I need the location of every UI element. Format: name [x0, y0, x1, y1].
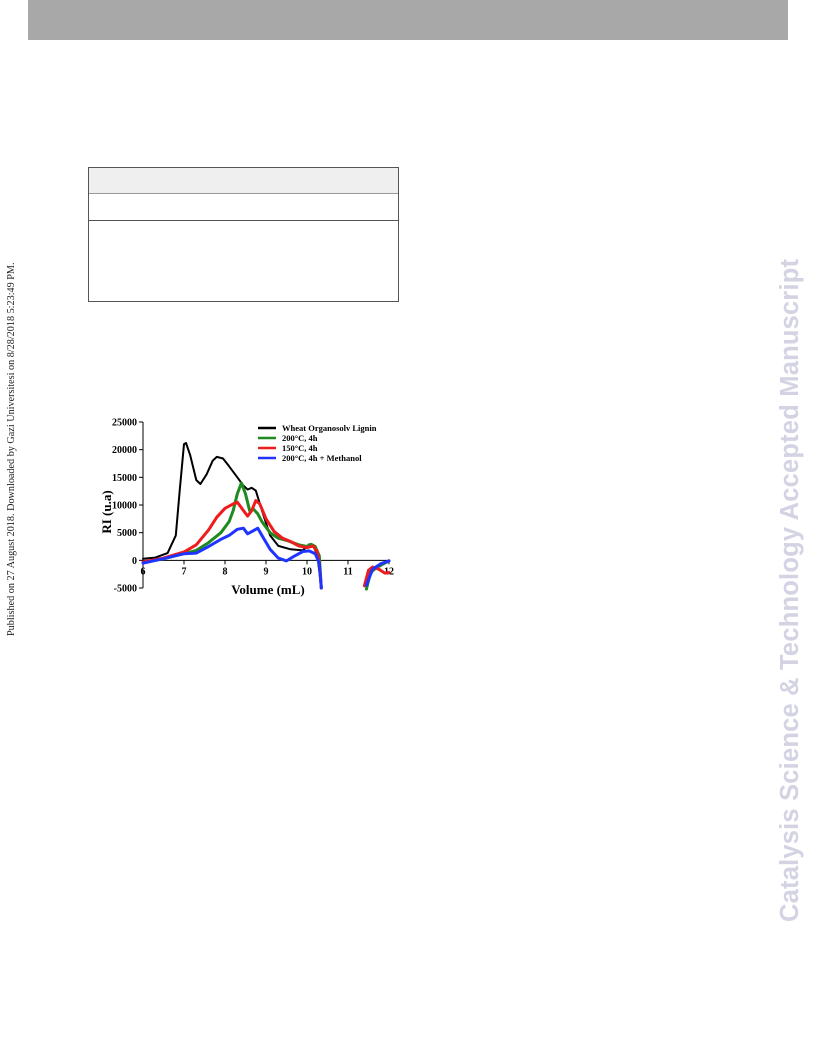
- table-divider: [89, 220, 398, 221]
- table-header-row: [89, 168, 398, 194]
- y-tick-label: 10000: [112, 501, 137, 512]
- x-tick-label: 7: [182, 566, 187, 577]
- series-line: [141, 481, 323, 590]
- series-layer: [141, 442, 391, 591]
- y-axis-label: RI (u.a): [99, 490, 114, 533]
- series-line: [141, 526, 323, 590]
- series-4: [141, 526, 391, 590]
- legend-label: 200°C, 4h + Methanol: [282, 453, 362, 463]
- x-tick-label: 10: [302, 566, 312, 577]
- journal-watermark: Catalysis Science & Technology Accepted …: [776, 258, 804, 922]
- header-band: [28, 0, 788, 40]
- y-tick-label: 0: [132, 556, 137, 567]
- y-tick-label: -5000: [114, 584, 137, 595]
- table-frame: [88, 167, 399, 302]
- x-tick-label: 8: [223, 566, 228, 577]
- publication-note: Published on 27 August 2018. Downloaded …: [6, 262, 17, 636]
- y-tick-label: 5000: [117, 528, 137, 539]
- y-tick-label: 15000: [112, 473, 137, 484]
- series-line: [364, 559, 391, 587]
- x-axis-label: Volume (mL): [231, 582, 305, 597]
- series-line: [141, 499, 323, 590]
- y-tick-label: 25000: [112, 418, 137, 429]
- y-tick-label: 20000: [112, 445, 137, 456]
- legend-label: 200°C, 4h: [282, 433, 318, 443]
- x-tick-label: 11: [343, 566, 352, 577]
- x-tick-label: 6: [141, 566, 146, 577]
- legend-label: Wheat Organosolv Lignin: [282, 423, 377, 433]
- x-tick-label: 9: [264, 566, 269, 577]
- series-line: [142, 442, 323, 589]
- legend-label: 150°C, 4h: [282, 443, 318, 453]
